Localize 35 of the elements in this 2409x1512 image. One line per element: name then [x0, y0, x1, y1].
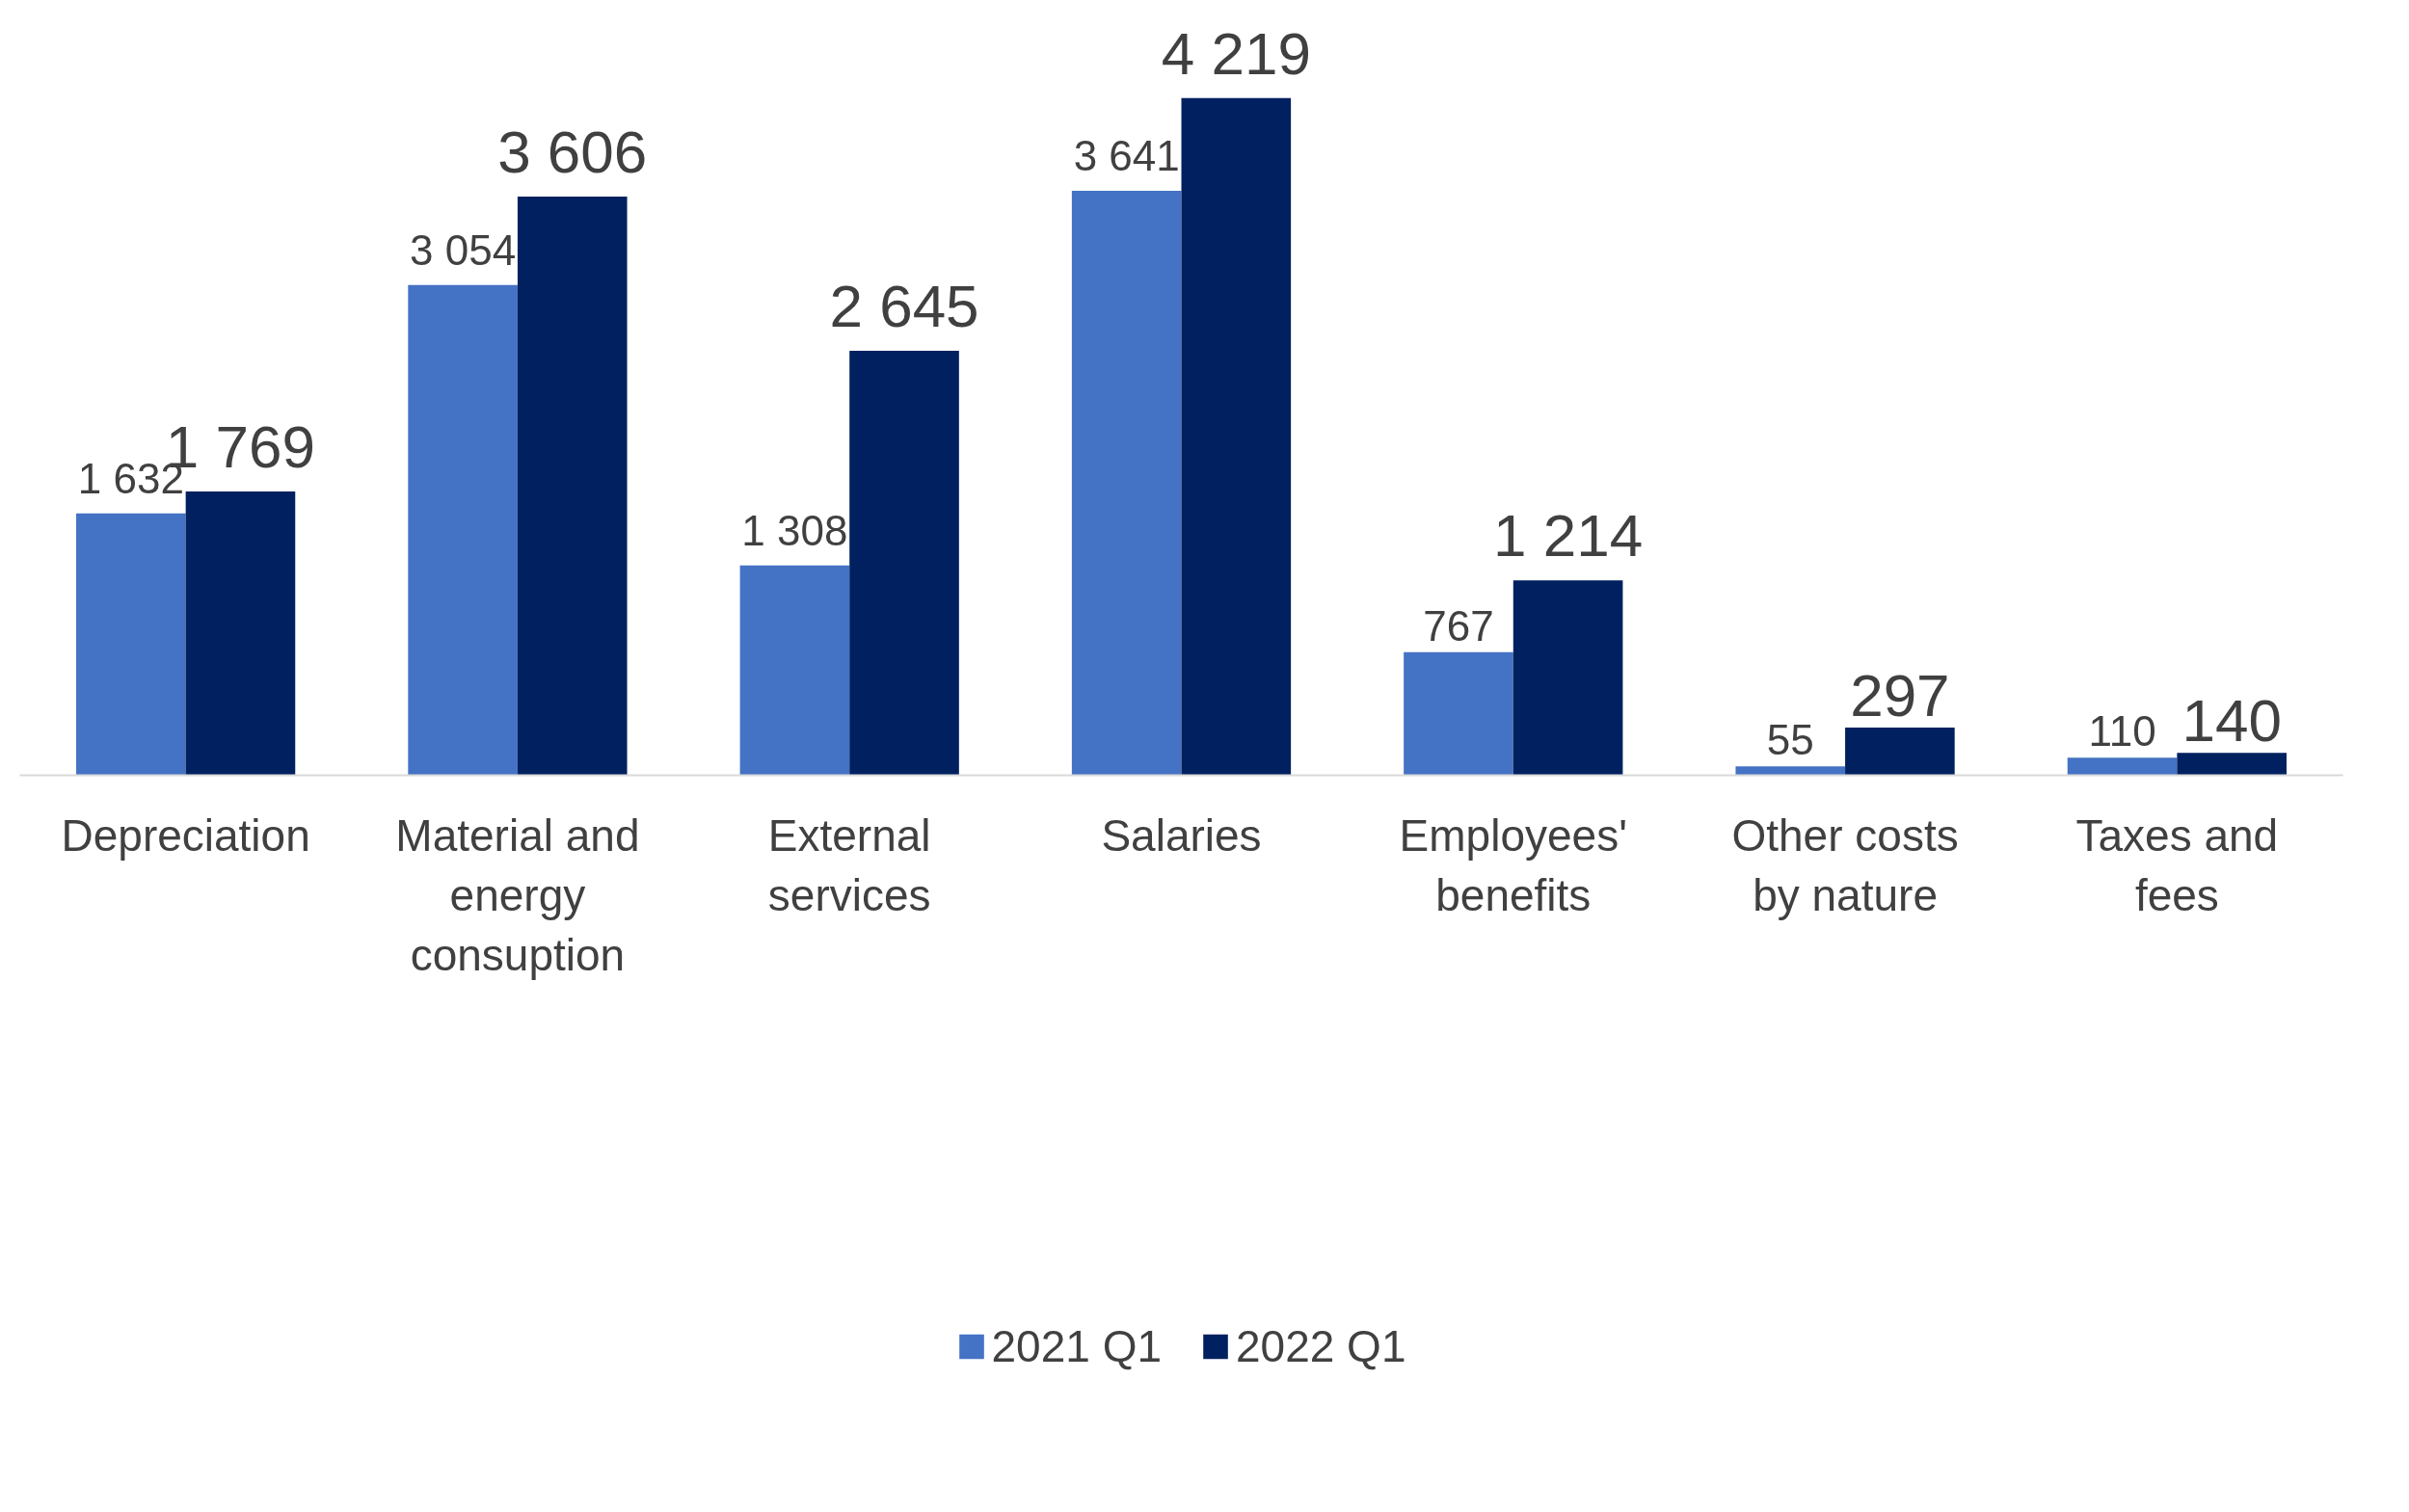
data-label: 55	[1766, 716, 1814, 764]
data-label: 110	[2088, 707, 2156, 756]
bar	[2067, 757, 2178, 776]
bar	[2177, 753, 2287, 776]
legend-label: 2022 Q1	[1236, 1319, 1406, 1372]
bar	[76, 513, 186, 776]
data-label: 3 606	[497, 118, 648, 185]
bar	[1845, 728, 1955, 776]
bar	[1404, 651, 1513, 776]
data-label: 1 214	[1493, 502, 1644, 570]
x-tick-label: External services	[767, 809, 931, 920]
bar	[1071, 191, 1182, 776]
bar	[739, 565, 850, 776]
data-label: 767	[1423, 601, 1494, 650]
data-label: 4 219	[1161, 19, 1311, 87]
x-tick-label: Depreciation	[61, 809, 310, 861]
bar	[185, 491, 296, 776]
data-label: 3 641	[1073, 132, 1180, 180]
bar	[849, 350, 959, 776]
data-label: 3 054	[410, 225, 517, 274]
bar	[1735, 766, 1846, 776]
x-tick-label: Taxes and fees	[2075, 809, 2279, 920]
bar	[408, 284, 518, 776]
x-tick-label: Employees' benefits	[1399, 809, 1627, 920]
bar	[517, 196, 628, 776]
data-label: 297	[1850, 662, 1950, 729]
x-tick-label: Other costs by nature	[1731, 809, 1959, 920]
legend-label: 2021 Q1	[991, 1319, 1162, 1372]
bar	[1512, 580, 1623, 776]
data-label: 1 308	[741, 506, 848, 554]
bar	[1181, 97, 1292, 776]
x-tick-label: Salaries	[1101, 809, 1262, 861]
x-tick-label: Material and energy consuption	[395, 809, 640, 981]
data-label: 2 645	[829, 272, 979, 339]
data-label: 140	[2181, 687, 2282, 755]
